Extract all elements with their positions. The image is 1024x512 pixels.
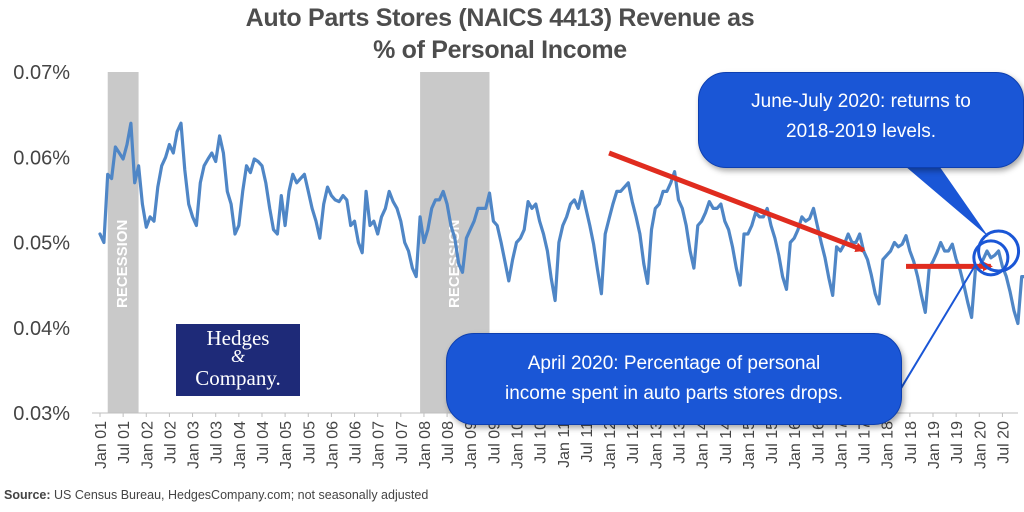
x-tick-label: Jul 02 [162, 421, 179, 464]
x-tick-label: Jan 10 [510, 421, 527, 469]
x-tick-label: Jan 06 [324, 421, 341, 469]
x-tick-label: Jul 06 [348, 421, 365, 464]
x-tick-label: Jan 01 [93, 421, 110, 469]
x-tick-label: Jan 18 [880, 421, 897, 469]
source-note: Source: US Census Bureau, HedgesCompany.… [4, 488, 428, 502]
callout-top-pointer [905, 160, 989, 238]
x-tick-label: Jul 09 [486, 421, 503, 464]
x-tick-label: Jul 05 [301, 421, 318, 464]
logo-line-1: Hedges [206, 326, 270, 350]
series-layer [98, 121, 1024, 326]
x-tick-label: Jan 20 [972, 421, 989, 469]
x-tick-label: Jul 01 [116, 421, 133, 464]
x-tick-label: Jan 02 [139, 421, 156, 469]
chart-title-line-1: Auto Parts Stores (NAICS 4413) Revenue a… [245, 4, 755, 32]
callout-bottom-pointer [899, 265, 976, 391]
callout-top-line-1: June-July 2020: returns to [751, 91, 971, 112]
x-tick-label: Jul 13 [671, 421, 688, 464]
x-tick-label: Jan 14 [695, 421, 712, 469]
callout-bottom-line-2: income spent in auto parts stores drops. [505, 383, 843, 404]
callout-top-line-2: 2018-2019 levels. [786, 121, 936, 142]
x-tick-label: Jul 11 [579, 421, 596, 463]
y-tick-label: 0.05% [13, 233, 70, 255]
y-tick-label: 0.04% [13, 318, 70, 340]
recession-label-1: RECESSION [114, 220, 131, 308]
trend-arrow-1 [608, 150, 866, 253]
chart-title-line-2: % of Personal Income [373, 36, 627, 64]
x-tick-label: Jul 03 [209, 421, 226, 464]
x-tick-label: Jan 13 [648, 421, 665, 469]
recession-label-2: RECESSION [446, 220, 463, 308]
highlight-circle-april [972, 239, 1010, 277]
x-tick-label: Jul 10 [533, 421, 550, 464]
callout-april-2020: April 2020: Percentage of personal incom… [446, 333, 902, 425]
recession-band-1 [107, 72, 139, 413]
x-tick-label: Jul 20 [995, 421, 1012, 464]
x-tick-label: Jan 12 [602, 421, 619, 469]
x-tick-label: Jul 04 [255, 421, 272, 464]
x-tick-label: Jan 09 [463, 421, 480, 469]
x-tick-label: Jul 18 [903, 421, 920, 464]
y-tick-label: 0.03% [13, 403, 70, 425]
callout-bottom-line-1: April 2020: Percentage of personal [527, 353, 821, 374]
x-tick-label: Jan 05 [278, 421, 295, 469]
y-tick-label: 0.07% [13, 62, 70, 84]
source-text: US Census Bureau, HedgesCompany.com; not… [50, 488, 429, 502]
x-tick-label: Jan 04 [232, 421, 249, 469]
x-tick-label: Jan 16 [787, 421, 804, 469]
x-tick-label: Jan 03 [186, 421, 203, 469]
x-axis: Jan 01 Jul 01 Jan 02 Jul 02 Jan 03 Jul 03 Jan … [93, 413, 1012, 469]
x-tick-label: Jul 14 [718, 421, 735, 464]
x-tick-label: Jul 17 [857, 421, 874, 464]
annotations [608, 150, 1021, 391]
logo-line-3: Company. [195, 366, 281, 390]
x-tick-label: Jul 15 [764, 421, 781, 464]
logo-line-2: & [230, 346, 245, 366]
x-tick-label: Jan 08 [417, 421, 434, 469]
x-tick-label: Jul 12 [625, 421, 642, 464]
highlight-circle-june-july [977, 229, 1021, 273]
x-tick-label: Jan 19 [926, 421, 943, 469]
source-label: Source: [4, 488, 51, 502]
hedges-company-logo: Hedges & Company. [176, 324, 300, 396]
x-tick-label: Jul 19 [949, 421, 966, 464]
x-tick-label: Jan 11 [556, 421, 573, 468]
x-tick-label: Jan 15 [741, 421, 758, 469]
x-tick-label: Jul 07 [394, 421, 411, 464]
x-tick-label: Jul 08 [440, 421, 457, 464]
x-tick-label: Jul 16 [810, 421, 827, 464]
x-tick-label: Jan 17 [833, 421, 850, 469]
x-tick-label: Jan 07 [371, 421, 388, 469]
callout-june-july-2020: June-July 2020: returns to 2018-2019 lev… [698, 72, 1024, 168]
y-tick-label: 0.06% [13, 147, 70, 169]
series-line-1 [98, 121, 1024, 326]
